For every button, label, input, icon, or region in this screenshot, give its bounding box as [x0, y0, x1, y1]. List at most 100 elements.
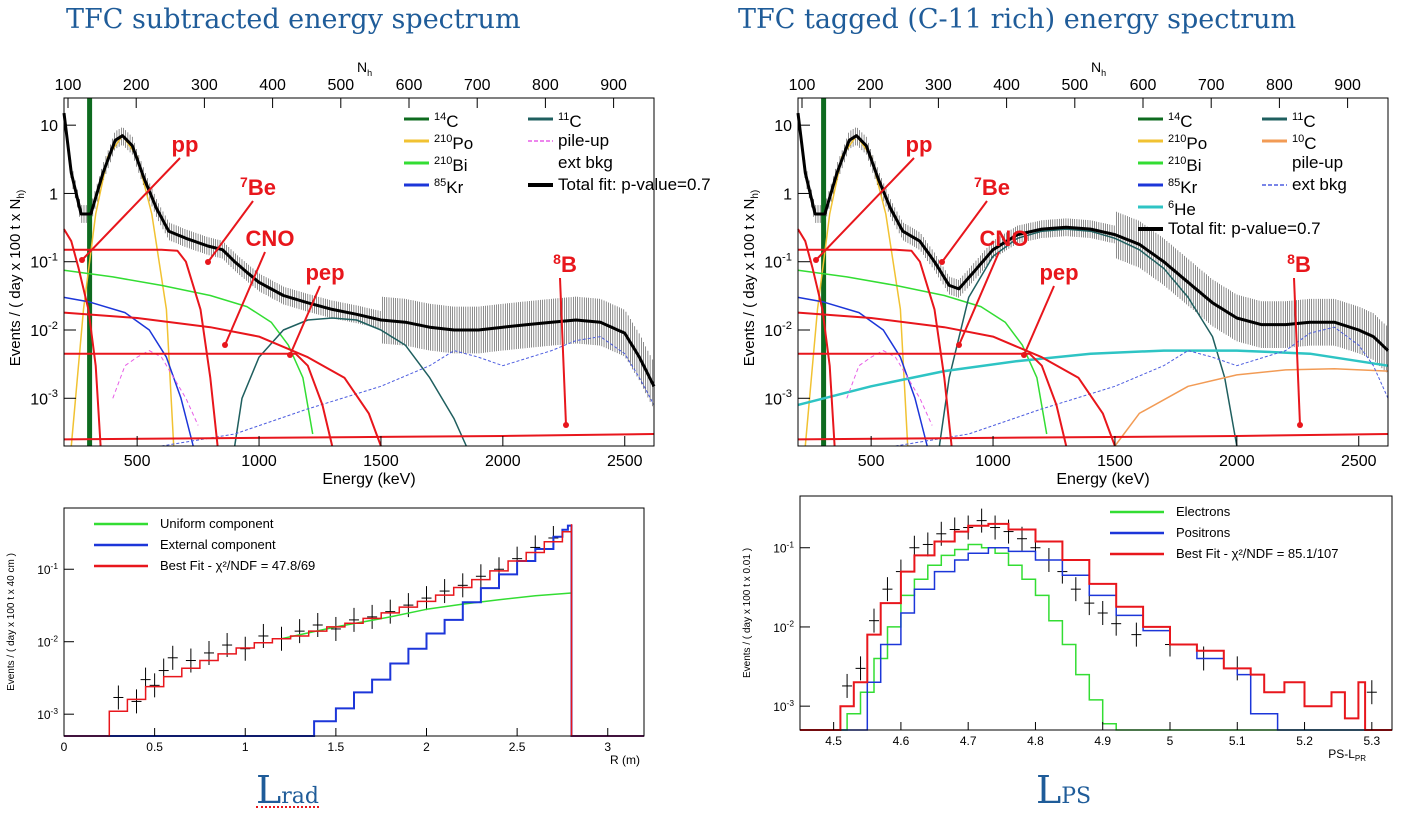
annotation-arrow: [1293, 277, 1301, 426]
annotation-arrow: [289, 285, 321, 356]
annotation-arrowhead: [1297, 422, 1303, 428]
legend-entry-0: 14C: [434, 111, 459, 131]
y-tick-label: 10-2: [773, 619, 794, 635]
caption-right-main: L: [1036, 768, 1062, 812]
y-tick-label: 10-2: [30, 320, 58, 340]
annotation-arrow: [207, 200, 254, 263]
annotation-arrowhead: [1021, 352, 1027, 358]
top-tick-label: 400: [259, 77, 286, 94]
series-line-ext-bkg: [161, 336, 655, 447]
x-tick-label: 0: [61, 740, 68, 754]
psd-frame: [799, 495, 1393, 731]
x-tick-label: 5.3: [1363, 734, 1380, 748]
x-tick-label: 1.5: [328, 740, 345, 754]
x-tick-label: 1500: [363, 453, 399, 470]
y-axis-label: Events / ( day x 100 t x Nh): [7, 190, 27, 366]
annotation-cno: CNO: [246, 226, 295, 251]
annotation-arrowhead: [956, 342, 962, 348]
legend-entry-1: 11C: [558, 111, 582, 131]
annotation-arrowhead: [287, 352, 293, 358]
annotation-arrowhead: [813, 257, 819, 263]
plot-frame-0: [63, 97, 655, 447]
legend-entry-0: Uniform component: [160, 516, 274, 531]
annotation-be: 7Be: [974, 174, 1010, 200]
series-line-pep: [64, 352, 334, 447]
series-line-6he: [797, 349, 1389, 407]
top-tick-label: 900: [1334, 77, 1361, 94]
top-tick-label: 600: [1130, 77, 1157, 94]
top-tick-label: 600: [396, 77, 423, 94]
legend-entry-1: 11C: [1292, 111, 1316, 131]
y-tick-label: 1: [783, 186, 792, 203]
series-line-7be: [798, 248, 953, 447]
series-line-85kr: [63, 296, 194, 447]
top-tick-label: 700: [1198, 77, 1225, 94]
series-line-total-fit: [62, 112, 656, 387]
series-line-ext-bkg: [895, 326, 1389, 447]
radial-chart: 0 0.5 1 1.5 2 2.5 3R (m) 10-1 10-2 10-3 Events / (…: [6, 507, 645, 767]
top-tick-label: 100: [55, 77, 82, 94]
top-tick-label: 700: [464, 77, 491, 94]
x-tick-label: 500: [858, 453, 885, 470]
legend-entry-10: Total fit: p-value=0.7: [1168, 219, 1321, 238]
top-tick-label: 500: [327, 77, 354, 94]
annotation-pep: pep: [1039, 260, 1078, 285]
annotation-cno: CNO: [980, 226, 1029, 251]
y-tick-label: 10-3: [764, 388, 792, 408]
top-axis-label: Nh: [1091, 59, 1106, 78]
series-line-cno: [63, 311, 382, 447]
caption-left-sub: rad: [281, 784, 319, 809]
legend-entry-5: ext bkg: [558, 153, 613, 172]
annotation-arrow: [958, 251, 1000, 346]
x-tick-label: 4.7: [960, 734, 977, 748]
top-tick-label: 300: [191, 77, 218, 94]
series-line-10c: [1114, 368, 1389, 447]
x-tick-label: 500: [124, 453, 151, 470]
x-tick-label: 2.5: [509, 740, 526, 754]
y-axis-label: Events / ( day x 100 t x Nh): [741, 190, 761, 366]
series-line-8b: [797, 433, 1389, 441]
annotation-arrowhead: [222, 342, 228, 348]
top-tick-label: 400: [993, 77, 1020, 94]
series-line-pp: [63, 228, 102, 447]
annotation-arrow: [1023, 285, 1055, 356]
series-line-total-fit: [796, 112, 1390, 352]
series-step-best-fit: [64, 524, 644, 737]
annotation-arrow: [941, 200, 988, 263]
legend-entry-2: Best Fit - χ²/NDF = 85.1/107: [1176, 546, 1339, 561]
y-axis-label: Events / ( day x 100 t x 40 cm ): [6, 553, 17, 691]
top-axis-label: Nh: [357, 59, 372, 78]
series-line-85kr: [797, 296, 928, 447]
x-tick-label: 0.5: [146, 740, 163, 754]
annotation-pp: pp: [172, 132, 199, 157]
series-line-cno: [797, 311, 1116, 447]
series-step-best-fit: [800, 522, 1392, 731]
series-line-8b: [63, 433, 655, 441]
series-line-11c: [938, 228, 1238, 447]
legend-entry-4: 210Bi: [1168, 155, 1201, 175]
legend-entry-3: 10C: [1292, 133, 1317, 153]
y-tick-label: 10: [40, 118, 58, 135]
annotation-arrow: [815, 157, 915, 261]
legend-entry-7: Total fit: p-value=0.7: [558, 175, 711, 194]
top-tick-label: 900: [600, 77, 627, 94]
y-tick-label: 10-1: [30, 252, 58, 272]
chart-title-right: TFC tagged (C-11 rich) energy spectrum: [738, 4, 1297, 35]
annotation-arrowhead: [79, 257, 85, 263]
legend-entry-6: 85Kr: [434, 177, 464, 197]
series-step-positrons: [800, 546, 1392, 731]
x-tick-label: 1: [242, 740, 249, 754]
y-axis-label: Events / ( day x 100 t x 0.01 ): [742, 548, 753, 678]
y-tick-label: 10: [774, 118, 792, 135]
annotation-b: 8B: [553, 251, 577, 277]
series-line-7be: [64, 248, 219, 447]
x-axis-label: R (m): [610, 753, 640, 767]
x-tick-label: 1000: [241, 453, 277, 470]
caption-right: LPS: [1036, 768, 1091, 812]
legend-entry-1: Positrons: [1176, 525, 1231, 540]
top-tick-label: 800: [532, 77, 559, 94]
annotation-b: 8B: [1287, 251, 1311, 277]
y-tick-label: 10-2: [764, 320, 792, 340]
legend-entry-2: Best Fit - χ²/NDF = 47.8/69: [160, 558, 315, 573]
